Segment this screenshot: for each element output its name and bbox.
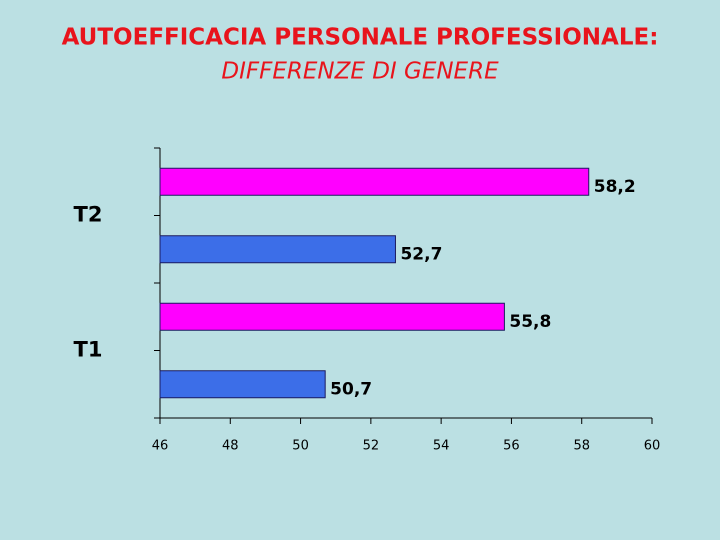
x-tick-label: 52 (363, 439, 380, 454)
value-label: 50,7 (330, 379, 372, 399)
bar (159, 302, 505, 331)
category-label: T2 (74, 203, 103, 227)
x-tick-label: 50 (292, 439, 309, 454)
x-tick-label: 48 (222, 439, 239, 454)
x-tick-label: 56 (503, 439, 520, 454)
x-tick-label: 58 (573, 439, 590, 454)
x-tick-label: 46 (152, 439, 169, 454)
x-tick-label: 60 (644, 439, 661, 454)
value-label: 58,2 (594, 177, 636, 197)
category-label: T1 (74, 338, 103, 362)
value-label: 55,8 (509, 312, 551, 332)
value-label: 52,7 (400, 244, 442, 264)
x-tick-label: 54 (433, 439, 450, 454)
chart-subtitle: DIFFERENZE DI GENERE (221, 59, 499, 85)
bar (159, 370, 326, 399)
bar (159, 235, 396, 264)
bar (159, 167, 590, 196)
chart-title: AUTOEFFICACIA PERSONALE PROFESSIONALE: (62, 25, 659, 51)
